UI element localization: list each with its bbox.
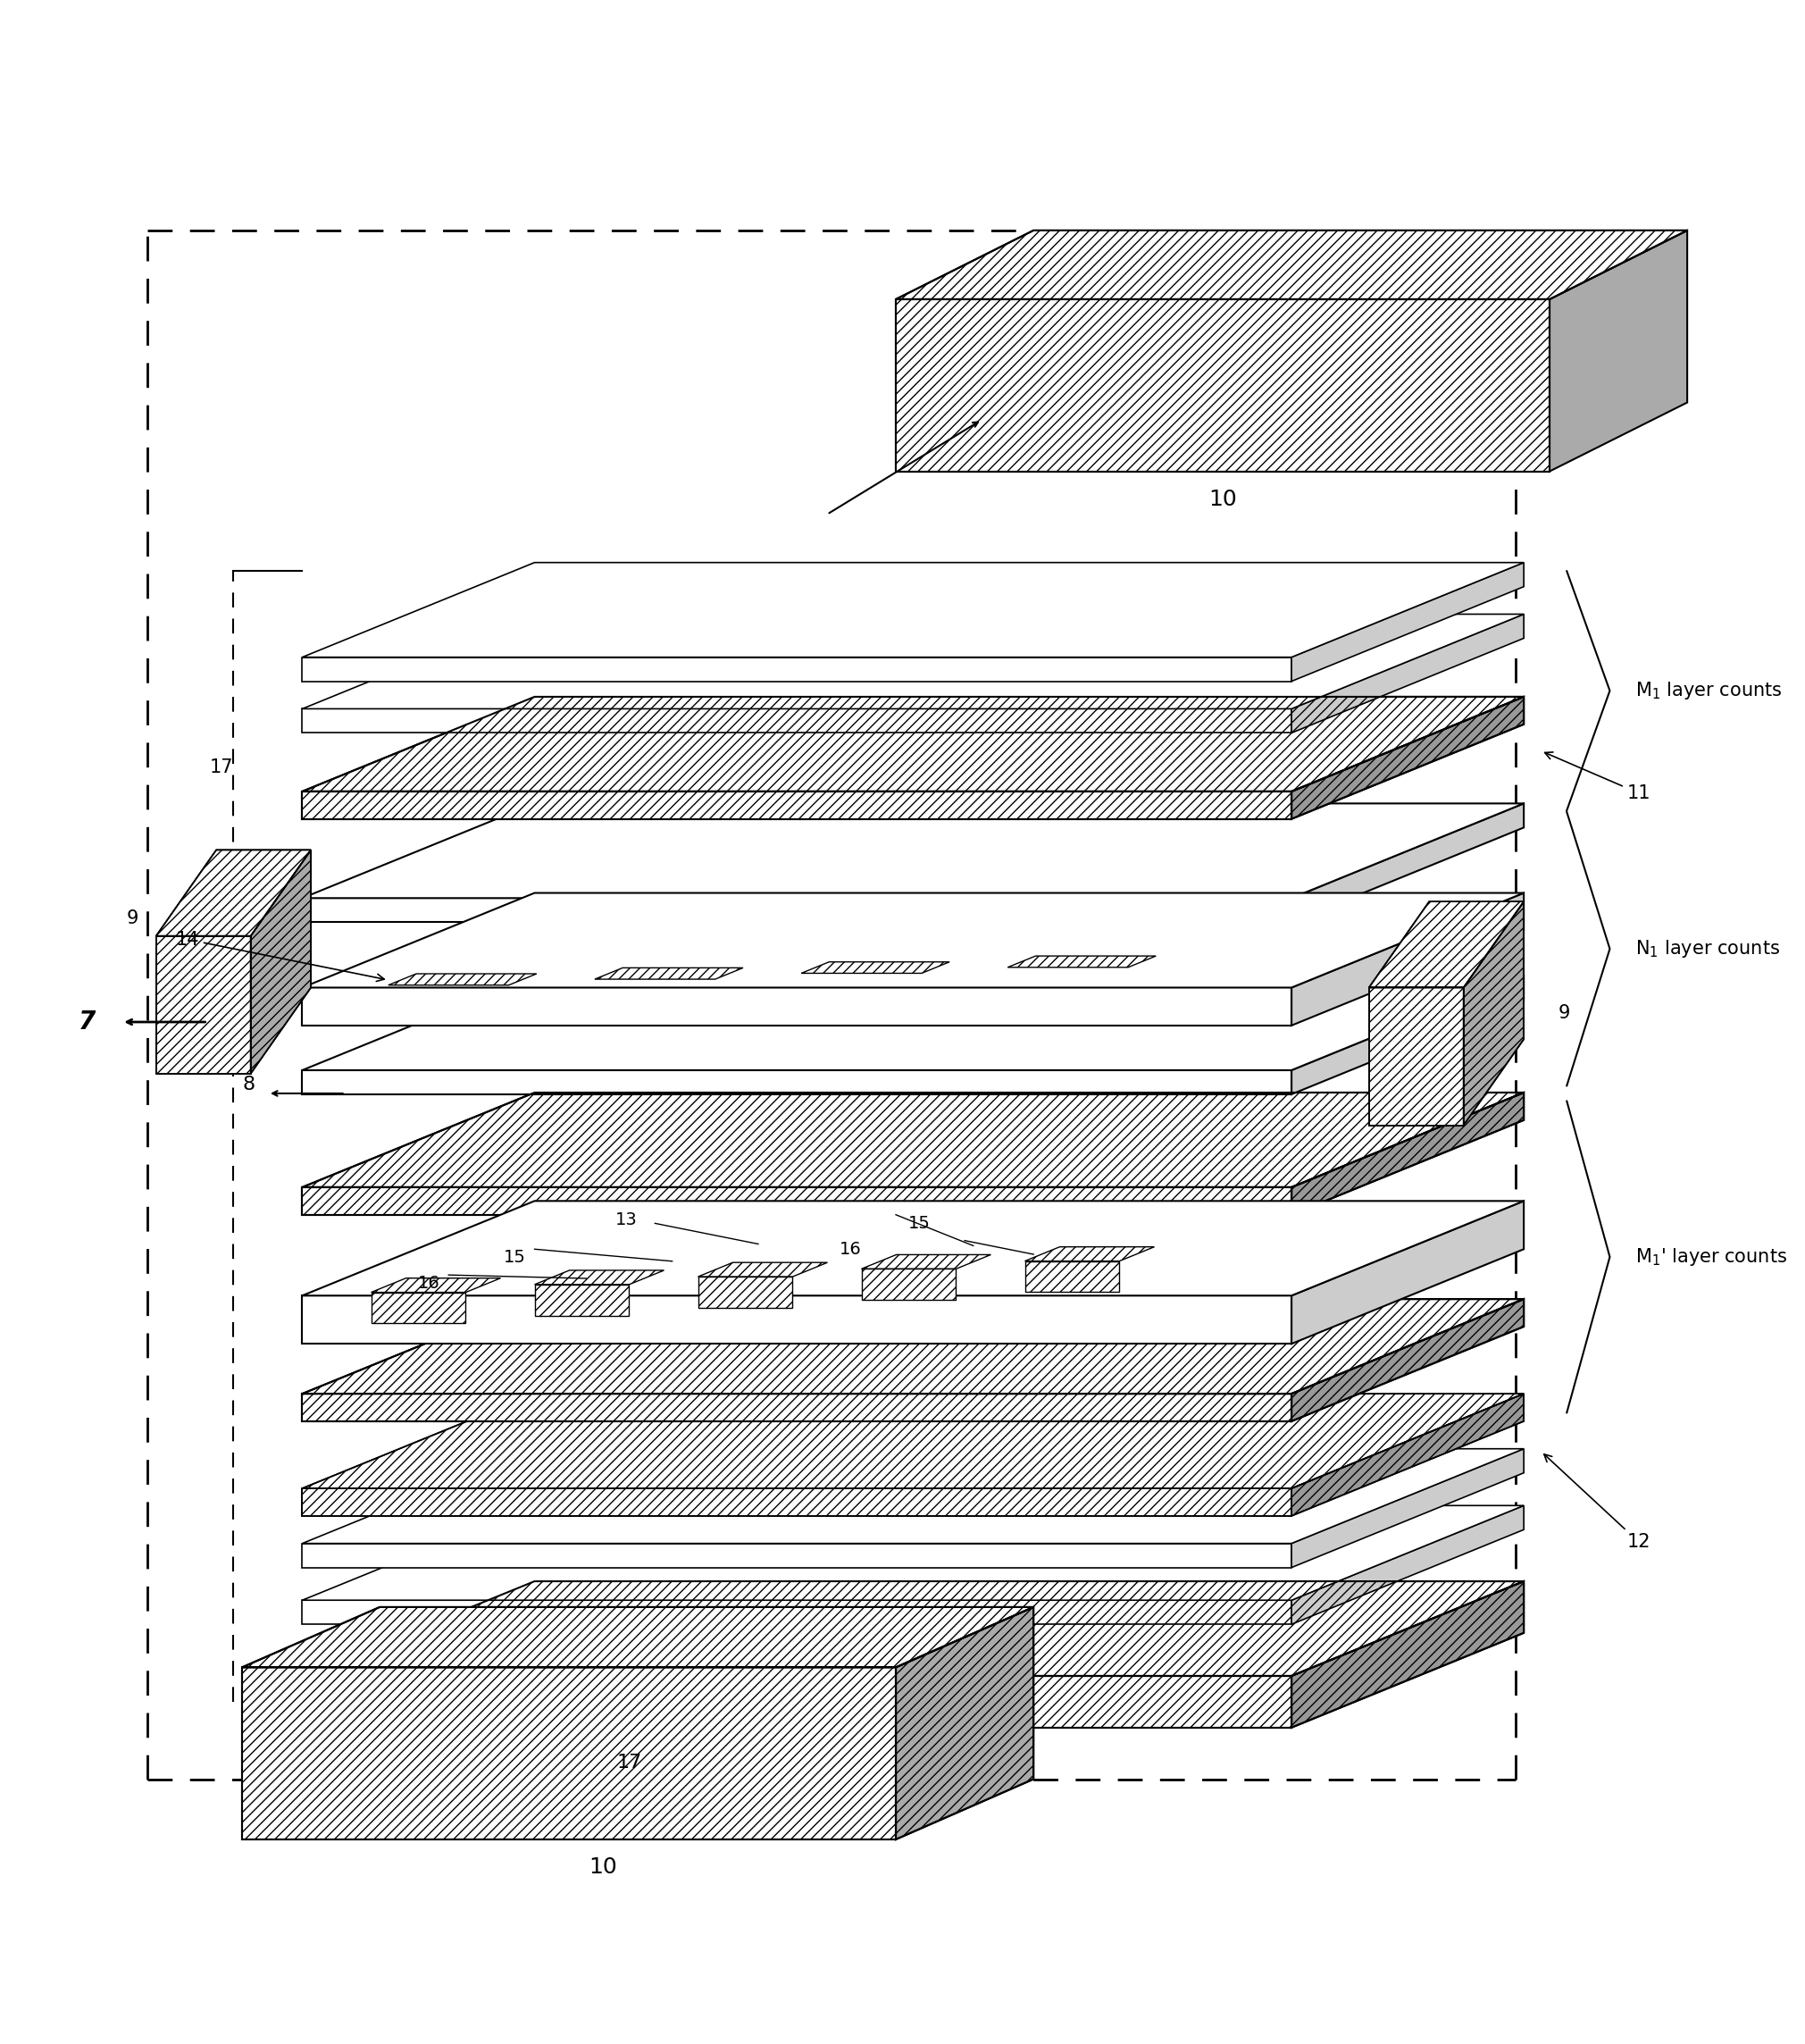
Polygon shape [596, 967, 744, 979]
Polygon shape [1550, 231, 1688, 472]
Polygon shape [1007, 957, 1155, 967]
Polygon shape [301, 697, 1523, 791]
Polygon shape [301, 1676, 1292, 1727]
Polygon shape [1292, 1582, 1523, 1727]
Polygon shape [801, 963, 949, 973]
Polygon shape [861, 1255, 991, 1269]
Polygon shape [534, 1269, 664, 1284]
Polygon shape [1292, 562, 1523, 681]
Text: 10: 10 [588, 1856, 617, 1878]
Text: 11: 11 [1545, 752, 1652, 801]
Polygon shape [1025, 1261, 1119, 1292]
Text: 7: 7 [79, 1010, 96, 1034]
Polygon shape [301, 1488, 1292, 1517]
Text: N$_1$ layer counts: N$_1$ layer counts [1635, 938, 1780, 959]
Polygon shape [301, 1506, 1523, 1600]
Polygon shape [301, 1582, 1523, 1676]
Polygon shape [301, 791, 1292, 820]
Polygon shape [301, 1300, 1523, 1394]
Polygon shape [301, 1202, 1523, 1296]
Text: 9: 9 [126, 910, 139, 928]
Polygon shape [699, 1278, 792, 1308]
Polygon shape [1292, 1300, 1523, 1421]
Text: 16: 16 [839, 1241, 861, 1257]
Text: M$_1$ layer counts: M$_1$ layer counts [1635, 681, 1783, 701]
Polygon shape [301, 709, 1292, 734]
Polygon shape [1292, 1394, 1523, 1517]
Polygon shape [301, 1600, 1292, 1625]
Polygon shape [301, 613, 1523, 709]
Polygon shape [242, 1607, 1034, 1668]
Polygon shape [1292, 1094, 1523, 1214]
Polygon shape [301, 893, 1523, 987]
Polygon shape [388, 973, 536, 985]
Polygon shape [1292, 1202, 1523, 1343]
Polygon shape [372, 1278, 500, 1292]
Text: 8: 8 [242, 1075, 255, 1094]
Polygon shape [155, 936, 251, 1073]
Text: M$_1$' layer counts: M$_1$' layer counts [1635, 1247, 1787, 1267]
Polygon shape [1292, 697, 1523, 820]
Text: 12: 12 [1543, 1453, 1652, 1551]
Polygon shape [1292, 893, 1523, 1026]
Polygon shape [534, 1284, 630, 1316]
Polygon shape [301, 1094, 1523, 1188]
Polygon shape [251, 850, 310, 1073]
Polygon shape [301, 1188, 1292, 1214]
Polygon shape [301, 897, 1292, 922]
Polygon shape [1292, 803, 1523, 922]
Text: 14: 14 [175, 930, 384, 981]
Polygon shape [301, 1071, 1292, 1094]
Polygon shape [301, 1296, 1292, 1343]
Polygon shape [699, 1263, 827, 1278]
Polygon shape [301, 1449, 1523, 1543]
Polygon shape [372, 1292, 466, 1322]
Text: 17: 17 [617, 1754, 643, 1772]
Polygon shape [301, 658, 1292, 681]
Polygon shape [242, 1668, 895, 1840]
Polygon shape [895, 298, 1550, 472]
Polygon shape [301, 1394, 1292, 1421]
Polygon shape [895, 1607, 1034, 1840]
Polygon shape [1292, 1506, 1523, 1625]
Polygon shape [1464, 901, 1523, 1126]
Polygon shape [1025, 1247, 1155, 1261]
Polygon shape [1368, 901, 1523, 987]
Polygon shape [301, 562, 1523, 658]
Text: 17: 17 [209, 758, 233, 777]
Polygon shape [301, 803, 1523, 897]
Text: 9: 9 [1558, 1004, 1570, 1022]
Text: 15: 15 [908, 1214, 930, 1233]
Polygon shape [895, 231, 1688, 298]
Polygon shape [301, 987, 1292, 1026]
Text: 13: 13 [616, 1212, 637, 1228]
Text: 16: 16 [417, 1275, 440, 1292]
Text: 15: 15 [504, 1249, 525, 1265]
Polygon shape [1292, 1449, 1523, 1568]
Polygon shape [301, 975, 1523, 1071]
Polygon shape [1368, 987, 1464, 1126]
Polygon shape [861, 1269, 957, 1300]
Polygon shape [1292, 975, 1523, 1094]
Polygon shape [1292, 613, 1523, 734]
Polygon shape [155, 850, 310, 936]
Polygon shape [301, 1543, 1292, 1568]
Polygon shape [301, 1394, 1523, 1488]
Text: 10: 10 [1209, 489, 1236, 511]
